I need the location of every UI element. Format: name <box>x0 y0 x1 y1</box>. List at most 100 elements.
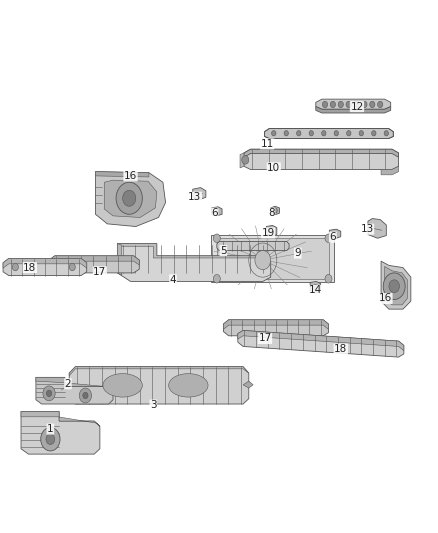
Circle shape <box>12 263 18 271</box>
Circle shape <box>284 131 289 136</box>
Polygon shape <box>265 128 393 139</box>
Polygon shape <box>238 330 404 357</box>
Circle shape <box>255 251 271 270</box>
Circle shape <box>123 190 136 206</box>
Polygon shape <box>385 266 407 305</box>
Circle shape <box>325 234 332 243</box>
Circle shape <box>321 131 326 136</box>
Circle shape <box>325 274 332 283</box>
Text: 6: 6 <box>211 208 218 218</box>
Text: 17: 17 <box>258 334 272 343</box>
Circle shape <box>309 131 314 136</box>
Polygon shape <box>381 166 399 175</box>
Polygon shape <box>69 367 249 404</box>
Text: 12: 12 <box>350 102 364 111</box>
Circle shape <box>346 101 351 108</box>
Circle shape <box>362 101 367 108</box>
Polygon shape <box>223 320 328 329</box>
Polygon shape <box>316 99 391 109</box>
Circle shape <box>116 182 142 214</box>
Polygon shape <box>95 172 166 227</box>
Polygon shape <box>217 241 289 251</box>
Circle shape <box>338 101 343 108</box>
Polygon shape <box>329 229 341 239</box>
Text: 17: 17 <box>93 267 106 277</box>
Polygon shape <box>240 153 244 168</box>
Circle shape <box>359 131 364 136</box>
Polygon shape <box>217 238 328 279</box>
Text: 16: 16 <box>379 294 392 303</box>
Circle shape <box>213 234 220 243</box>
Text: 2: 2 <box>64 379 71 389</box>
Ellipse shape <box>169 374 208 397</box>
Circle shape <box>297 131 301 136</box>
Polygon shape <box>223 320 328 336</box>
Circle shape <box>69 263 75 271</box>
Text: 13: 13 <box>360 224 374 234</box>
Circle shape <box>270 229 273 233</box>
Text: 18: 18 <box>23 263 36 272</box>
Polygon shape <box>117 244 271 261</box>
Polygon shape <box>117 244 271 281</box>
Polygon shape <box>381 261 411 309</box>
Polygon shape <box>49 256 139 265</box>
Circle shape <box>330 101 336 108</box>
Text: 11: 11 <box>261 139 274 149</box>
Text: 16: 16 <box>124 171 137 181</box>
Circle shape <box>79 388 92 403</box>
Circle shape <box>371 131 376 136</box>
Polygon shape <box>310 281 321 293</box>
Text: 5: 5 <box>220 246 227 255</box>
Polygon shape <box>95 172 149 177</box>
Circle shape <box>378 101 383 108</box>
Circle shape <box>272 131 276 136</box>
Text: 4: 4 <box>170 275 177 285</box>
Polygon shape <box>238 330 404 351</box>
Circle shape <box>383 273 405 300</box>
Polygon shape <box>271 206 279 215</box>
Circle shape <box>389 280 399 293</box>
Text: 3: 3 <box>150 400 157 410</box>
Text: 19: 19 <box>261 228 275 238</box>
Text: 10: 10 <box>267 163 280 173</box>
Circle shape <box>334 131 339 136</box>
Text: 6: 6 <box>329 232 336 242</box>
Circle shape <box>354 101 359 108</box>
Polygon shape <box>212 207 222 216</box>
Polygon shape <box>266 225 277 236</box>
Polygon shape <box>21 411 100 454</box>
Circle shape <box>346 131 351 136</box>
Polygon shape <box>36 377 113 390</box>
Polygon shape <box>316 107 391 113</box>
Circle shape <box>313 285 318 290</box>
Text: 9: 9 <box>294 248 301 258</box>
Circle shape <box>213 274 220 283</box>
Polygon shape <box>211 235 334 282</box>
Circle shape <box>370 101 375 108</box>
Polygon shape <box>244 149 399 157</box>
Circle shape <box>322 101 328 108</box>
Circle shape <box>83 392 88 399</box>
Circle shape <box>46 434 55 445</box>
Circle shape <box>41 427 60 451</box>
Polygon shape <box>3 259 87 276</box>
Polygon shape <box>104 180 157 217</box>
Polygon shape <box>3 259 87 268</box>
Text: 1: 1 <box>47 424 54 434</box>
Circle shape <box>384 131 389 136</box>
Text: 14: 14 <box>309 286 322 295</box>
Polygon shape <box>117 244 122 275</box>
Polygon shape <box>21 411 100 426</box>
Polygon shape <box>49 256 139 273</box>
Circle shape <box>43 386 55 401</box>
Circle shape <box>273 208 277 213</box>
Polygon shape <box>368 219 386 238</box>
Polygon shape <box>244 149 399 169</box>
Polygon shape <box>69 367 249 376</box>
Polygon shape <box>193 188 206 200</box>
Ellipse shape <box>103 374 142 397</box>
Text: 8: 8 <box>268 208 275 218</box>
Polygon shape <box>243 381 253 388</box>
Text: 18: 18 <box>334 344 347 354</box>
Text: 13: 13 <box>188 192 201 202</box>
